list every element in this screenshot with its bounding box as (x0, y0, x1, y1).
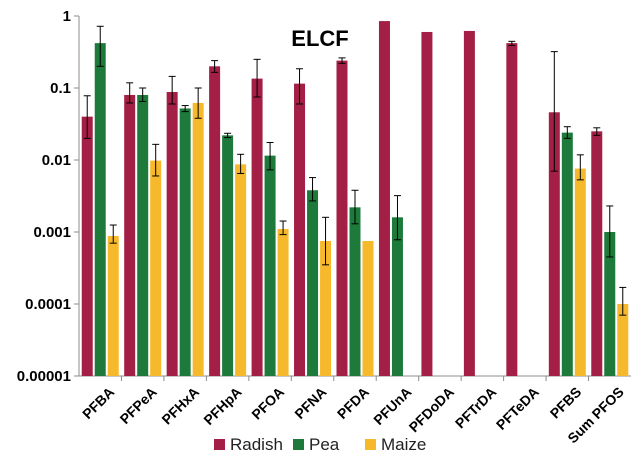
bar-maize-sum-pfos (617, 304, 629, 376)
bar-pea-pfba (94, 43, 106, 377)
x-tick-label: PFTeDA (493, 384, 542, 433)
bar-pea-pfna (307, 190, 319, 376)
x-tick-label: PFPeA (117, 384, 160, 427)
bar-radish-pftrda (463, 30, 475, 377)
bar-radish-pfpea (124, 94, 136, 376)
legend-label-pea: Pea (309, 435, 340, 454)
bar-radish-pfbs (548, 112, 560, 376)
y-tick-label: 0.1 (50, 80, 71, 97)
legend-swatch-radish (214, 439, 225, 450)
bar-pea-pfda (349, 207, 361, 376)
x-tick-label: PFDA (334, 384, 372, 422)
bar-maize-pfba (107, 235, 119, 376)
x-tick-label: PFTrDA (452, 384, 500, 432)
bar-radish-pfoa (251, 78, 263, 376)
bar-radish-pfteda (506, 43, 518, 377)
x-tick-label: PFHxA (158, 384, 202, 428)
bar-maize-pfpea (150, 160, 162, 376)
bar-pea-pfhpa (222, 135, 234, 376)
bar-radish-pfdoda (421, 31, 433, 376)
bar-pea-sum-pfos (604, 232, 616, 376)
bar-pea-pfpea (137, 94, 149, 376)
y-tick-label: 0.001 (33, 224, 71, 241)
bar-maize-pfhxa (192, 102, 204, 376)
bar-maize-pfbs (574, 168, 586, 376)
legend-swatch-pea (293, 439, 304, 450)
y-tick-label: 0.01 (42, 152, 71, 169)
bar-radish-sum-pfos (591, 131, 603, 376)
chart-title: ELCF (291, 26, 348, 51)
bar-pea-pfbs (561, 132, 573, 376)
x-tick-label: PFHpA (200, 384, 244, 428)
x-tick-label: PFNA (291, 384, 329, 422)
legend-label-maize: Maize (381, 435, 426, 454)
y-tick-label: 0.0001 (25, 296, 71, 313)
bar-maize-pfna (320, 240, 332, 376)
bar-maize-pfda (362, 240, 374, 376)
bar-maize-pfoa (277, 229, 289, 376)
legend-label-radish: Radish (230, 435, 283, 454)
bar-pea-pfhxa (179, 108, 191, 377)
bar-pea-pfuna (391, 217, 403, 376)
bar-radish-pfhxa (166, 91, 178, 376)
bar-radish-pfba (81, 116, 93, 377)
bar-radish-pfda (336, 60, 348, 377)
x-tick-label: PFDoDA (406, 384, 457, 435)
bar-radish-pfuna (378, 21, 390, 376)
y-tick-label: 0.00001 (17, 368, 71, 385)
bar-radish-pfhpa (209, 66, 221, 377)
bar-maize-pfhpa (235, 164, 247, 376)
y-tick-label: 1 (63, 8, 71, 25)
bar-pea-pfoa (264, 155, 276, 376)
bar-radish-pfna (294, 83, 306, 376)
x-tick-label: PFBS (547, 384, 585, 422)
x-tick-label: PFBA (79, 384, 117, 422)
legend-swatch-maize (365, 439, 376, 450)
x-tick-label: PFOA (248, 384, 287, 423)
